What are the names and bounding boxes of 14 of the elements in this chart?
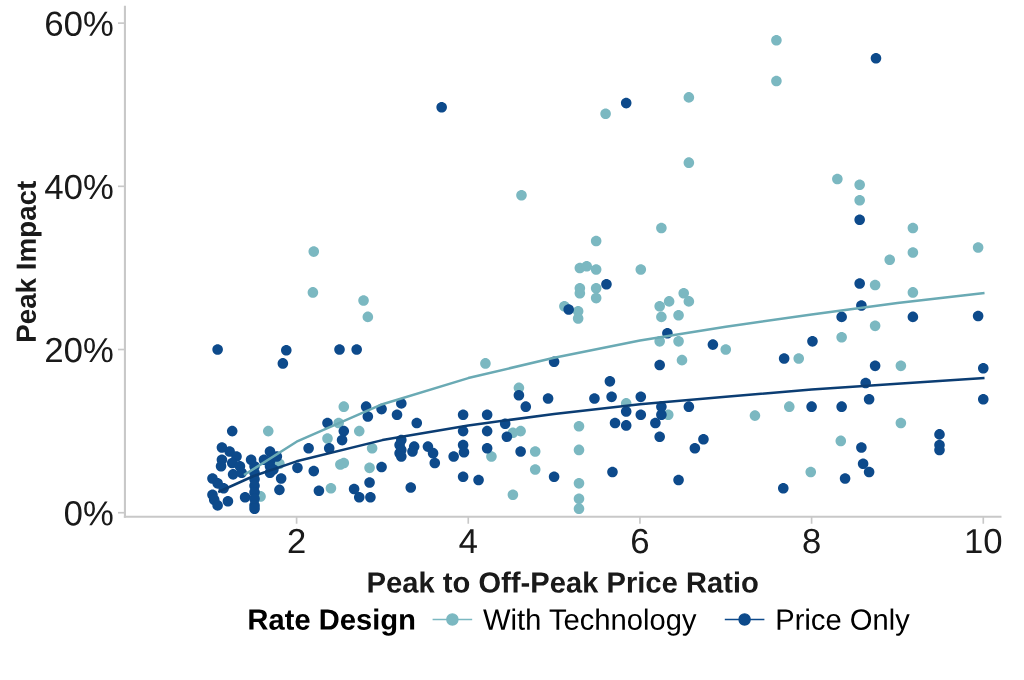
legend-label: Price Only [777, 608, 910, 636]
x-tick-label: 10 [966, 528, 1002, 554]
legend-title: Rate Design [249, 608, 415, 636]
x-tick-label: 4 [459, 529, 477, 554]
y-tick-label: 60% [46, 11, 113, 37]
x-tick-label: 6 [632, 528, 649, 554]
legend-label: With Technology [483, 608, 697, 636]
x-axis-title: Peak to Off-Peak Price Ratio [368, 571, 758, 593]
x-tick-label: 8 [803, 528, 820, 554]
x-tick-label: 2 [288, 528, 305, 554]
y-axis-title: Peak Impact [15, 181, 42, 341]
y-tick-label: 20% [46, 337, 113, 363]
y-tick-label: 0% [64, 501, 113, 526]
y-tick-label: 40% [45, 174, 113, 200]
